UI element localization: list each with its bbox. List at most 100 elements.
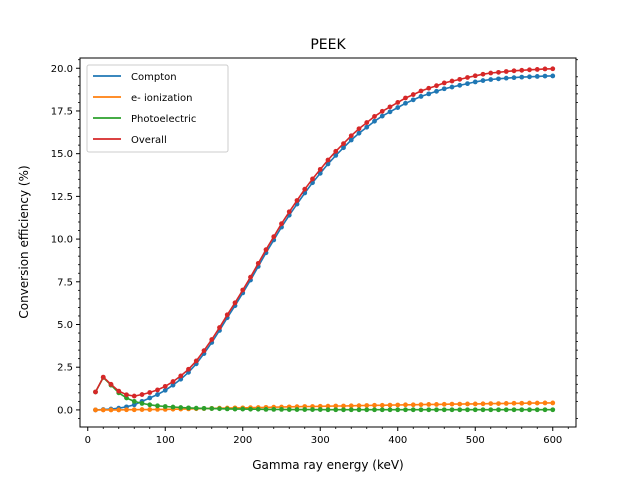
data-point-overall [178,373,184,379]
data-point-photoelectric [449,407,455,413]
data-point-photoelectric [255,406,261,412]
x-tick-label: 300 [311,435,330,446]
data-point-e-ionization [100,407,106,413]
data-point-photoelectric [534,407,540,413]
data-point-e-ionization [457,401,463,407]
data-point-overall [348,133,354,139]
legend: Compton e- ionization Photoelectric Overall [86,64,229,153]
data-point-overall [341,141,346,146]
data-point-compton [387,109,393,115]
data-point-photoelectric [325,407,331,413]
series-layer [93,66,556,413]
data-point-overall [131,393,137,399]
plot-frame [79,57,577,428]
data-point-compton [457,82,463,88]
data-point-compton [131,402,137,408]
x-tick-label: 200 [233,435,252,446]
data-point-e-ionization [465,401,470,407]
data-point-e-ionization [488,401,494,406]
data-point-overall [480,71,486,77]
data-point-photoelectric [519,407,525,413]
data-point-e-ionization [93,407,98,413]
data-point-overall [224,312,230,318]
data-point-e-ionization [511,400,517,406]
series-overall [93,66,556,399]
y-tick-label: 2.5 [57,363,73,374]
data-point-e-ionization [124,407,129,413]
data-point-e-ionization [364,403,370,408]
data-point-compton [426,91,432,97]
data-point-photoelectric [209,406,215,411]
data-point-overall [356,126,362,132]
data-point-e-ionization [472,401,478,407]
data-point-photoelectric [178,405,184,410]
data-point-compton [449,84,455,90]
data-point-e-ionization [542,400,548,406]
y-tick-label: 0.0 [57,405,73,416]
data-point-overall [542,66,548,72]
data-point-photoelectric [333,407,339,413]
y-tick-label: 12.5 [51,192,73,203]
data-point-photoelectric [294,407,300,412]
data-point-photoelectric [395,407,401,413]
data-point-photoelectric [542,407,548,413]
data-point-e-ionization [116,407,122,413]
data-point-overall [550,66,556,72]
data-point-photoelectric [364,407,370,413]
data-point-photoelectric [286,407,292,412]
data-point-overall [488,70,494,76]
data-point-compton [341,145,346,151]
data-point-overall [147,390,153,395]
data-point-photoelectric [263,407,269,412]
data-point-compton [147,395,153,401]
data-point-compton [403,100,408,106]
data-point-photoelectric [356,407,362,413]
data-point-compton [519,74,525,80]
data-point-overall [193,358,199,364]
data-point-e-ionization [341,403,346,409]
data-point-e-ionization [441,401,447,407]
x-tick-label: 100 [156,435,175,446]
data-point-photoelectric [503,407,509,413]
data-point-compton [372,118,377,124]
data-point-e-ionization [147,407,153,412]
data-point-e-ionization [496,401,501,406]
legend-box [86,64,229,153]
data-point-e-ionization [550,400,556,406]
data-point-overall [279,221,284,227]
data-point-photoelectric [155,403,160,409]
data-point-photoelectric [310,407,315,412]
data-point-photoelectric [279,407,284,412]
data-point-photoelectric [465,407,470,413]
data-point-overall [240,287,246,293]
data-point-overall [395,100,401,105]
data-point-overall [449,78,455,84]
data-point-overall [100,374,106,380]
data-point-photoelectric [317,407,323,412]
data-point-overall [255,260,261,266]
data-point-overall [379,108,385,114]
data-point-compton [379,113,385,119]
y-tick-label: 10.0 [51,235,73,246]
data-point-photoelectric [193,405,199,411]
chart-title: PEEK [310,37,346,53]
data-point-compton [162,387,168,393]
data-point-overall [511,68,517,74]
data-point-overall [162,383,168,389]
y-tick-label: 17.5 [51,106,73,117]
data-point-overall [317,166,323,172]
data-point-e-ionization [356,403,362,409]
data-point-photoelectric [488,407,494,413]
data-point-photoelectric [147,402,153,408]
data-point-photoelectric [403,407,408,413]
data-point-photoelectric [170,404,176,410]
data-point-compton [395,105,401,110]
data-point-overall [271,234,277,240]
x-tick-label: 400 [388,435,407,446]
data-point-overall [310,176,315,182]
data-point-e-ionization [348,403,354,409]
data-point-overall [457,76,463,82]
data-point-compton [333,152,339,158]
data-point-compton [410,97,416,103]
legend-label-overall: Overall [131,135,167,146]
